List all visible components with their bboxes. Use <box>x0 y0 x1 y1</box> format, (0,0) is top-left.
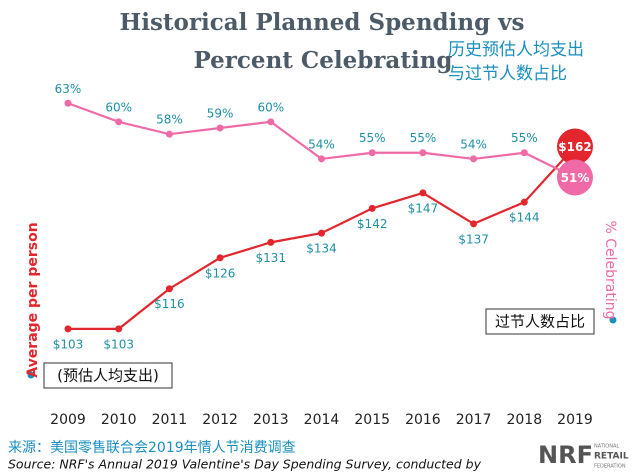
x-tick-label: 2016 <box>405 412 441 428</box>
y2-axis-label: % Celebrating <box>602 220 618 319</box>
annotation: 历史预估人均支出 <box>448 40 584 60</box>
annotation: 与过节人数占比 <box>448 64 567 84</box>
value-label: 63% <box>55 82 82 96</box>
point <box>165 130 173 138</box>
highlight-point <box>557 159 593 196</box>
x-tick-label: 2014 <box>304 412 340 428</box>
value-label: $137 <box>458 232 489 246</box>
point <box>520 149 528 157</box>
point <box>419 189 427 197</box>
x-tick-label: 2013 <box>253 412 289 428</box>
point <box>267 118 275 126</box>
point <box>267 238 275 246</box>
value-label: 55% <box>410 131 437 145</box>
value-label: $131 <box>256 251 287 265</box>
x-tick-label: 2017 <box>456 412 492 428</box>
value-label: $147 <box>408 201 439 215</box>
point <box>520 198 528 206</box>
point <box>368 204 376 212</box>
logo-text: NATIONAL <box>594 444 619 450</box>
point <box>470 155 478 163</box>
annotation-box <box>43 362 173 389</box>
value-label: $134 <box>306 242 337 256</box>
point <box>318 229 325 237</box>
value-label: $116 <box>154 297 185 311</box>
x-tick-label: 2018 <box>506 412 542 428</box>
logo: NRF <box>538 441 593 469</box>
point <box>115 118 123 126</box>
value-label: 59% <box>207 107 234 121</box>
value-label: $142 <box>357 217 388 231</box>
x-tick-label: 2010 <box>101 412 137 428</box>
value-label: 54% <box>460 137 487 151</box>
value-label: $162 <box>558 140 591 154</box>
point <box>216 124 224 132</box>
x-tick-label: 2019 <box>557 412 593 428</box>
value-label: 60% <box>257 100 284 114</box>
value-label: $144 <box>509 211 540 225</box>
value-label: 55% <box>511 131 538 145</box>
value-label: 54% <box>308 137 335 151</box>
value-label: $103 <box>53 337 84 351</box>
point <box>64 99 72 107</box>
point <box>165 285 173 293</box>
x-tick-label: 2009 <box>50 412 86 428</box>
logo-text: RETAIL <box>594 452 629 462</box>
value-label: $103 <box>103 337 134 351</box>
source: Source: NRF's Annual 2019 Valentine's Da… <box>8 457 482 472</box>
point <box>216 254 224 262</box>
value-label: 58% <box>156 113 183 127</box>
point <box>368 149 376 157</box>
x-tick-label: 2012 <box>202 412 238 428</box>
annotation: 过节人数占比 <box>495 313 585 331</box>
value-label: 55% <box>359 131 386 145</box>
value-label: 60% <box>105 100 132 114</box>
x-tick-label: 2011 <box>152 412 188 428</box>
chart-title: Historical Planned Spending vs <box>120 9 525 36</box>
point <box>64 325 72 333</box>
annotation-box <box>485 308 595 335</box>
line <box>68 145 576 331</box>
x-tick-label: 2015 <box>354 412 390 428</box>
logo-text: FEDERATION <box>594 464 626 470</box>
chart-title: Percent Celebrating <box>194 47 453 74</box>
value-label: 51% <box>561 171 590 185</box>
axis-dot <box>609 316 617 324</box>
point <box>470 220 478 228</box>
annotation: (预估人均支出) <box>57 367 159 385</box>
highlight-point <box>557 128 593 165</box>
point <box>419 149 427 157</box>
point <box>115 325 123 333</box>
y-axis-label: Average per person <box>25 222 41 377</box>
point <box>318 155 325 163</box>
axis-dot <box>27 371 35 379</box>
source: 来源：美国零售联合会2019年情人节消费调查 <box>8 440 296 456</box>
value-label: $126 <box>205 266 236 280</box>
